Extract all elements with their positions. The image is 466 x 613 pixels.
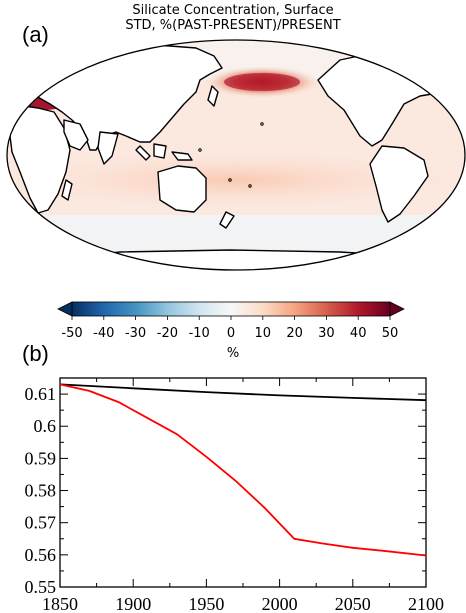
island-dots — [198, 122, 264, 188]
panel-b-label: (b) — [22, 341, 49, 366]
japan — [207, 85, 219, 107]
globe-outline — [6, 39, 466, 271]
x-tick-label: 1950 — [188, 594, 224, 613]
colorbar-min-extension — [57, 301, 73, 317]
panel-a-label: (a) — [22, 22, 49, 47]
colorbar-max-extension — [389, 301, 405, 317]
y-tick-label: 0.59 — [25, 448, 57, 468]
colorbar: -50 -40 -30 -20 -10 0 10 20 30 40 50 % — [57, 301, 405, 361]
new-zealand — [219, 211, 235, 229]
sumatra — [135, 145, 151, 161]
arabia — [63, 119, 89, 151]
x-tick-label: 2000 — [262, 594, 298, 613]
colorbar-tick-label: -30 — [125, 326, 146, 341]
greenland — [403, 40, 441, 61]
africa — [7, 105, 71, 214]
colorbar-bar — [71, 301, 391, 317]
map-subtitle: STD, %(PAST-PRESENT)/PRESENT — [125, 18, 340, 33]
colorbar-tick-label: 0 — [227, 326, 235, 341]
world-map — [6, 39, 466, 271]
y-tick-label: 0.57 — [25, 513, 57, 533]
colorbar-tick-label: 50 — [382, 326, 399, 341]
colorbar-tick-label: 20 — [286, 326, 303, 341]
borneo — [153, 143, 167, 159]
colorbar-unit: % — [227, 346, 239, 361]
colorbar-tick-label: -50 — [61, 326, 82, 341]
north-pacific-core — [224, 73, 300, 91]
y-tick-label: 0.58 — [25, 481, 57, 501]
y-tick-label: 0.6 — [34, 416, 57, 436]
antarctica — [29, 249, 441, 270]
colorbar-tick-label: -40 — [93, 326, 114, 341]
y-tick-label: 0.55 — [25, 577, 57, 597]
new-guinea — [171, 151, 193, 161]
map-title: Silicate Concentration, Surface — [132, 3, 333, 18]
madagascar — [61, 179, 73, 201]
x-tick-label: 2100 — [408, 594, 444, 613]
india — [97, 131, 119, 165]
timeseries-chart: 1850 1900 1950 2000 2050 2100 0.55 0.56 0.57 0.58… — [25, 377, 444, 613]
series-line-0 — [59, 383, 427, 402]
x-tick-label: 1850 — [42, 594, 78, 613]
x-tick-label: 1900 — [115, 594, 151, 613]
colorbar-tick-label: 30 — [318, 326, 335, 341]
x-tick-label: 2050 — [335, 594, 371, 613]
australia — [157, 165, 207, 213]
colorbar-tick-label: -20 — [157, 326, 178, 341]
south-america — [369, 145, 429, 223]
colorbar-tick-label: 10 — [255, 326, 272, 341]
y-tick-label: 0.61 — [25, 384, 57, 404]
colorbar-tick-label: -10 — [189, 326, 210, 341]
plot-frame — [59, 377, 427, 588]
colorbar-tick-label: 40 — [350, 326, 367, 341]
y-tick-label: 0.56 — [25, 545, 57, 565]
series-line-1 — [59, 383, 427, 557]
